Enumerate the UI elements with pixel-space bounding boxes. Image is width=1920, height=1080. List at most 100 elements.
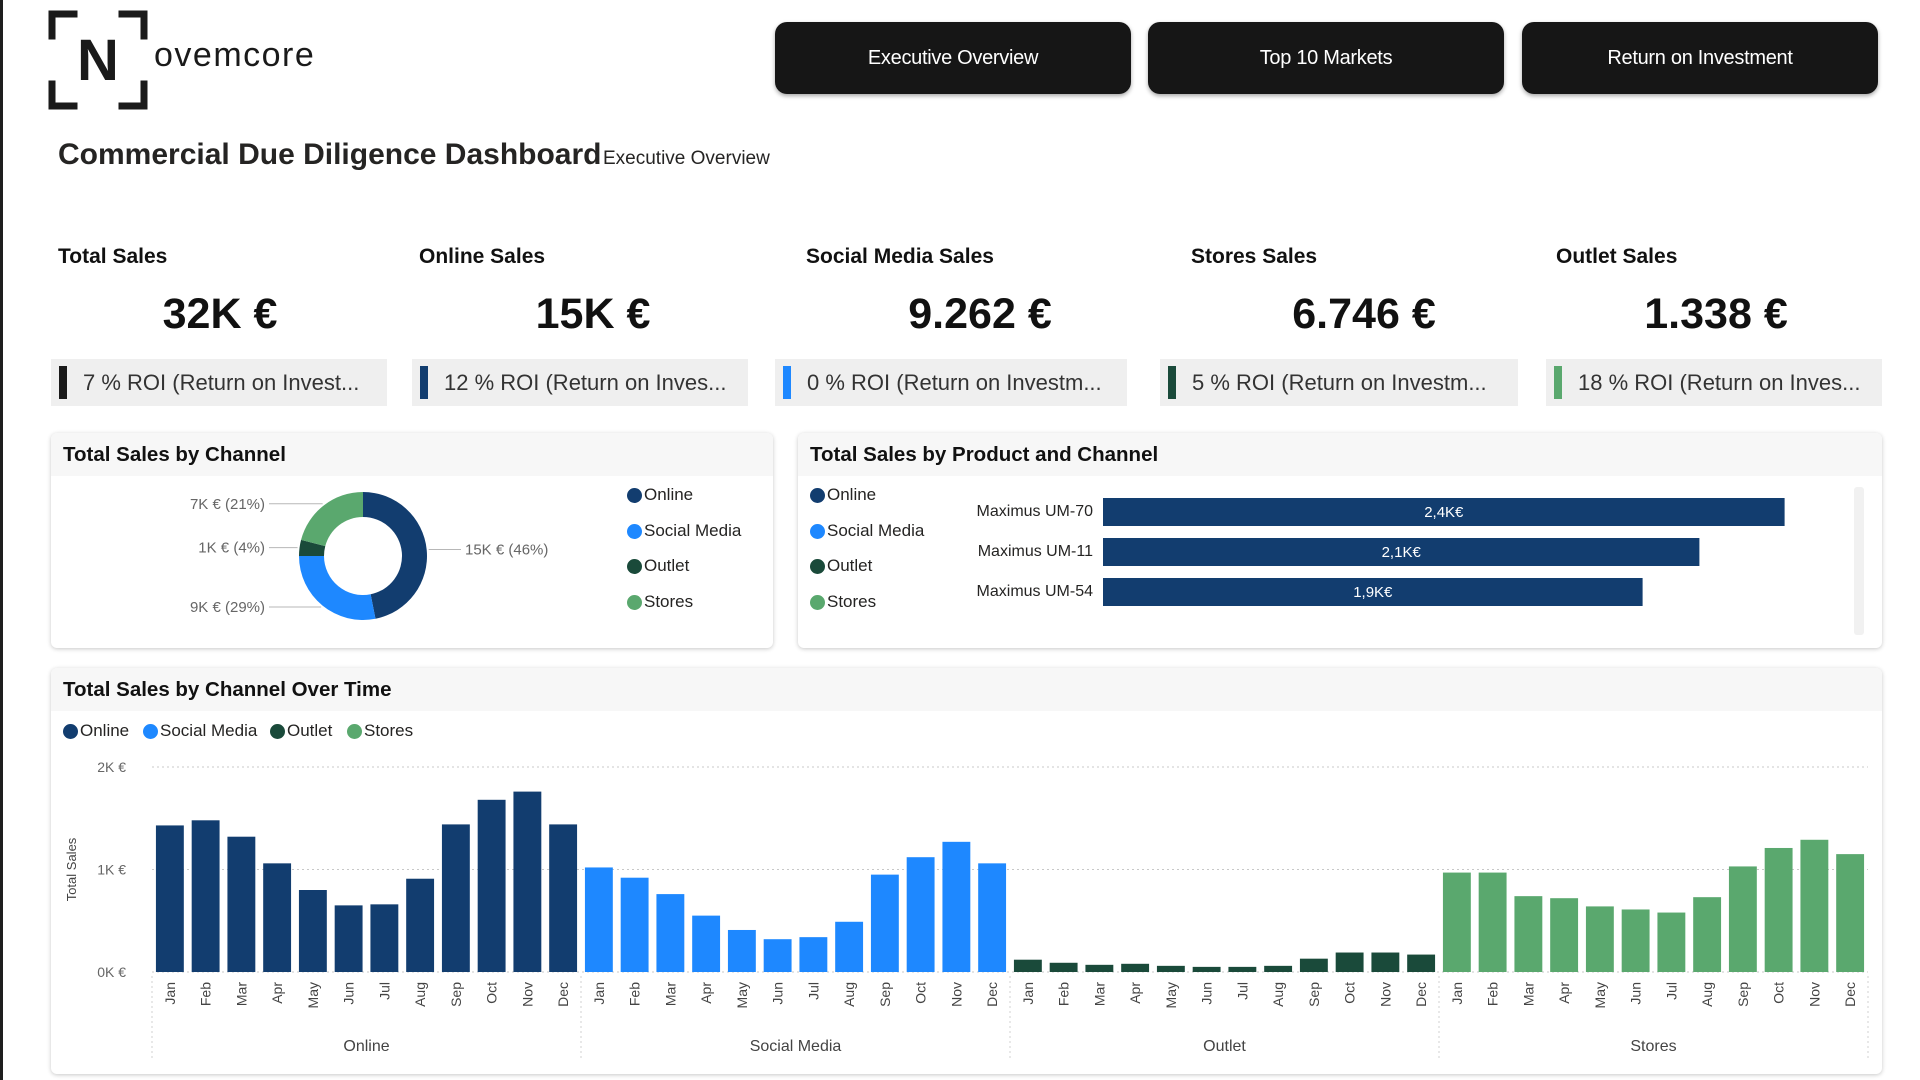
nav-executive-overview-button[interactable]: Executive Overview (775, 22, 1131, 94)
bar-online-jul[interactable] (370, 904, 399, 972)
bar-outlet-jul[interactable] (1228, 966, 1257, 972)
bar-outlet-apr[interactable] (1121, 963, 1150, 972)
bar-outlet-jan[interactable] (1013, 959, 1042, 972)
x-month-label: Jan (1020, 982, 1036, 1005)
product-bar-maximus-um-54[interactable] (1103, 578, 1643, 606)
bar-social-media-oct[interactable] (906, 857, 935, 972)
bar-outlet-dec[interactable] (1407, 954, 1436, 972)
x-month-label: Dec (1842, 982, 1858, 1007)
bar-social-media-feb[interactable] (620, 877, 649, 972)
bar-stores-jun[interactable] (1621, 909, 1650, 972)
bar-online-may[interactable] (298, 890, 327, 972)
donut-slice-outlet[interactable] (299, 539, 326, 556)
kpi-online-sales-roi[interactable]: 12 % ROI (Return on Inves... (412, 359, 748, 406)
kpi-stores-sales-roi[interactable]: 5 % ROI (Return on Investm... (1160, 359, 1518, 406)
x-group-label-social-media: Social Media (750, 1038, 842, 1055)
nav-return-on-investment-button[interactable]: Return on Investment (1522, 22, 1878, 94)
bar-stores-dec[interactable] (1836, 854, 1865, 972)
legend-label: Social Media (644, 521, 742, 540)
sales-by-channel-donut[interactable]: 15K € (46%) 9K € (29%) 1K € (4%) 7K € (21%) (51, 476, 773, 648)
product-bar-maximus-um-70[interactable] (1103, 498, 1785, 526)
panel-title: Total Sales by Product and Channel (798, 433, 1882, 476)
bar-outlet-feb[interactable] (1049, 962, 1078, 972)
bar-social-media-apr[interactable] (692, 915, 721, 972)
kpi-total-sales-roi[interactable]: 7 % ROI (Return on Invest... (51, 359, 387, 406)
donut-slice-social-media[interactable] (299, 556, 376, 620)
kpi-social-media-sales-roi[interactable]: 0 % ROI (Return on Investm... (775, 359, 1127, 406)
x-month-label: Mar (1520, 982, 1536, 1006)
legend-online[interactable]: Online (810, 485, 876, 505)
bar-online-mar[interactable] (227, 836, 256, 972)
legend-outlet[interactable]: Outlet (627, 556, 689, 576)
bar-social-media-mar[interactable] (656, 894, 685, 972)
x-month-label: May (305, 982, 321, 1008)
donut-slice-stores[interactable] (301, 492, 363, 547)
bar-social-media-dec[interactable] (978, 863, 1007, 972)
legend-online[interactable]: Online (63, 721, 129, 741)
bar-stores-nov[interactable] (1800, 839, 1829, 972)
bar-stores-jul[interactable] (1657, 912, 1686, 972)
bar-online-apr[interactable] (263, 863, 292, 972)
bar-social-media-nov[interactable] (942, 841, 971, 972)
x-group-label-online: Online (343, 1038, 389, 1055)
bar-social-media-aug[interactable] (835, 921, 864, 972)
legend-social-media[interactable]: Social Media (810, 521, 924, 541)
bar-outlet-sep[interactable] (1299, 958, 1328, 972)
bar-online-sep[interactable] (441, 824, 470, 972)
legend-outlet[interactable]: Outlet (270, 721, 332, 741)
sales-by-product-bar-chart[interactable]: Maximus UM-70 2,4K€ Maximus UM-11 2,1K€ Maxi… (798, 476, 1882, 648)
x-month-label: Jan (1449, 982, 1465, 1005)
bar-outlet-oct[interactable] (1335, 952, 1364, 972)
bar-stores-sep[interactable] (1728, 866, 1757, 972)
bar-outlet-mar[interactable] (1085, 964, 1114, 972)
legend-label: Stores (827, 592, 877, 611)
product-bar-maximus-um-11[interactable] (1103, 538, 1700, 566)
donut-data-label-online: 15K € (46%) (465, 542, 548, 559)
bar-outlet-may[interactable] (1156, 965, 1185, 972)
legend-online[interactable]: Online (627, 485, 693, 505)
sales-over-time-bar-chart[interactable]: 0K € 1K € 2K € Total Sales Jan Feb Mar Apr May Ju… (51, 668, 1882, 1074)
x-month-label: Mar (233, 982, 249, 1006)
bar-social-media-jun[interactable] (763, 939, 792, 972)
x-month-label: Sep (1735, 982, 1751, 1007)
bar-stores-may[interactable] (1585, 906, 1614, 972)
bar-online-dec[interactable] (549, 824, 578, 972)
bar-social-media-jul[interactable] (799, 937, 828, 972)
bar-online-nov[interactable] (513, 791, 542, 972)
legend-social-media[interactable]: Social Media (143, 721, 257, 741)
product-bar-value-label: 1,9K€ (1353, 584, 1393, 601)
bar-online-aug[interactable] (406, 878, 435, 972)
bar-online-jan[interactable] (155, 825, 184, 972)
bar-online-oct[interactable] (477, 799, 506, 972)
bar-social-media-jan[interactable] (584, 867, 613, 972)
legend-social-media[interactable]: Social Media (627, 521, 741, 541)
kpi-outlet-sales-roi[interactable]: 18 % ROI (Return on Inves... (1546, 359, 1882, 406)
bar-stores-jan[interactable] (1442, 872, 1471, 972)
bar-social-media-sep[interactable] (870, 874, 899, 972)
bar-stores-mar[interactable] (1514, 896, 1543, 972)
bar-outlet-jun[interactable] (1192, 966, 1221, 972)
bar-stores-oct[interactable] (1764, 847, 1793, 972)
window-left-edge (0, 0, 3, 1080)
bar-stores-feb[interactable] (1478, 872, 1507, 972)
legend-stores[interactable]: Stores (810, 592, 876, 612)
x-month-label: Jun (341, 982, 357, 1005)
roi-text: 0 % ROI (Return on Investm... (807, 369, 1102, 395)
bar-stores-aug[interactable] (1693, 897, 1722, 972)
product-bar-value-label: 2,4K€ (1424, 504, 1464, 521)
vertical-scrollbar[interactable] (1854, 487, 1864, 635)
bar-stores-apr[interactable] (1550, 898, 1579, 972)
x-month-label: Feb (198, 982, 214, 1006)
bar-online-feb[interactable] (191, 820, 220, 972)
bar-outlet-aug[interactable] (1264, 965, 1293, 972)
panel-title: Total Sales by Channel (51, 433, 773, 476)
legend-stores[interactable]: Stores (347, 721, 413, 741)
legend-dot (270, 723, 285, 739)
nav-top-10-markets-button[interactable]: Top 10 Markets (1148, 22, 1504, 94)
bar-social-media-may[interactable] (727, 929, 756, 972)
bar-outlet-nov[interactable] (1371, 952, 1400, 972)
donut-slice-online[interactable] (363, 492, 428, 619)
legend-outlet[interactable]: Outlet (810, 556, 872, 576)
legend-stores[interactable]: Stores (627, 592, 693, 612)
bar-online-jun[interactable] (334, 905, 363, 972)
